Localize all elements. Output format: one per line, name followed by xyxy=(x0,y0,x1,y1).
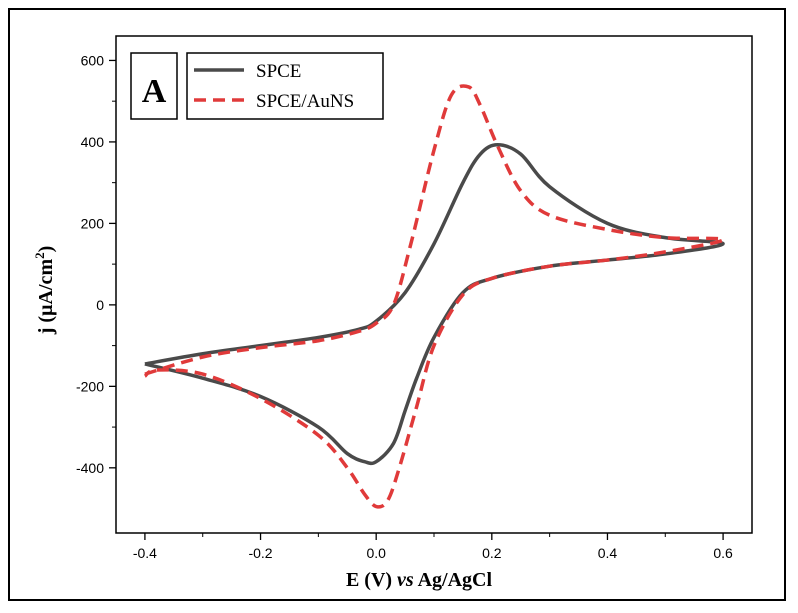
panel-label: A xyxy=(142,73,167,110)
y-axis-title-main: j (µA/cm xyxy=(35,259,57,336)
legend-label-spce-auns: SPCE/AuNS xyxy=(256,91,354,112)
legend: SPCE SPCE/AuNS xyxy=(186,52,384,120)
x-axis-title: E (V) vs Ag/AgCl xyxy=(346,569,493,591)
ticks: -0.4 -0.2 0.0 0.2 0.4 0.6 -400 -200 0 200 400 600 xyxy=(76,52,733,561)
legend-box xyxy=(186,52,384,120)
x-axis-title-vs: vs xyxy=(397,569,414,591)
y-axis-title-close: ) xyxy=(35,246,57,253)
x-tick-label: 0.4 xyxy=(598,545,618,561)
x-tick-label: 0.2 xyxy=(482,545,502,561)
panel-label-box: A xyxy=(130,52,178,120)
series-line-spce xyxy=(144,143,725,466)
y-axis-title: j (µA/cm2) xyxy=(32,246,57,336)
x-tick-label: 0.0 xyxy=(366,545,386,561)
x-axis-title-main: E (V) xyxy=(346,569,397,591)
y-tick-label: -400 xyxy=(76,460,104,476)
legend-label-spce: SPCE xyxy=(256,61,301,82)
y-tick-label: 0 xyxy=(96,297,104,313)
y-tick-label: 400 xyxy=(81,134,105,150)
series-line-spce-auns xyxy=(143,84,725,509)
y-tick-label: 600 xyxy=(81,52,105,68)
y-tick-label: -200 xyxy=(76,378,104,394)
x-axis-title-ref: Ag/AgCl xyxy=(414,569,493,591)
chart-frame xyxy=(8,8,786,601)
series-group xyxy=(143,84,725,509)
y-tick-label: 200 xyxy=(81,215,105,231)
x-tick-label: 0.6 xyxy=(713,545,733,561)
panel-label-border xyxy=(130,52,178,120)
x-tick-label: -0.2 xyxy=(248,545,272,561)
x-tick-label: -0.4 xyxy=(133,545,157,561)
y-axis-title-sup: 2 xyxy=(32,252,47,259)
